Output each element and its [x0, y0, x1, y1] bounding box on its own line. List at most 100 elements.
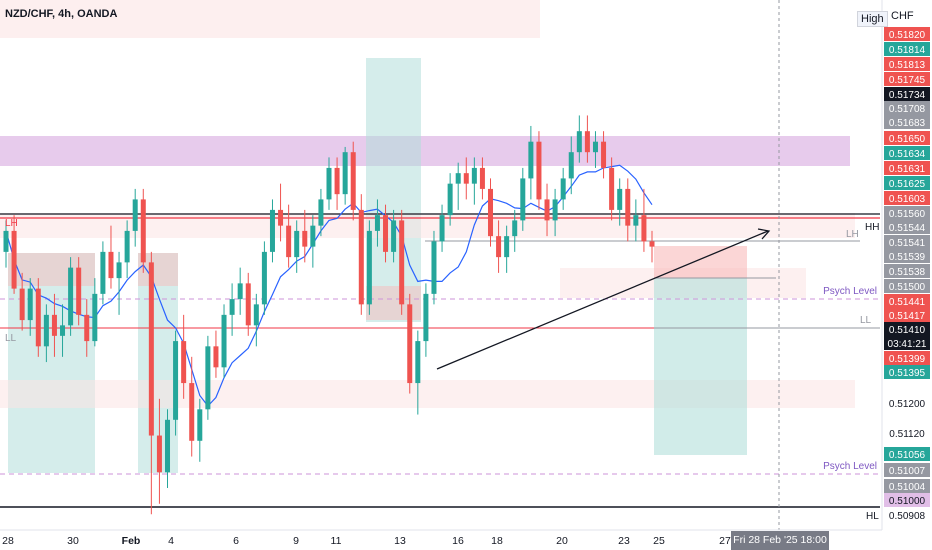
time-tick: 16	[452, 535, 464, 547]
candle-body	[181, 341, 187, 384]
candle	[520, 167, 526, 231]
candle-body	[463, 173, 469, 184]
candle-body	[173, 341, 179, 420]
candle-body	[261, 251, 267, 305]
price-badge-bg	[884, 279, 930, 293]
price-badge: 0.51056	[884, 447, 930, 461]
candle-body	[552, 199, 558, 221]
candle	[487, 178, 494, 247]
price-badge: 0.51004	[884, 479, 930, 493]
candle	[51, 293, 57, 357]
candle	[601, 131, 607, 179]
price-badge-text: 0.51056	[889, 450, 926, 461]
price-badge-text: 0.51708	[889, 104, 926, 115]
annotation-lh-right: LH	[846, 229, 859, 240]
currency-label: CHF	[891, 10, 914, 22]
candle	[423, 283, 429, 357]
candle	[310, 215, 316, 268]
candle-body	[60, 325, 66, 336]
candle	[205, 335, 211, 420]
candle	[116, 251, 122, 315]
time-tick: 13	[394, 535, 406, 547]
candle	[68, 257, 74, 336]
time-tick: 18	[491, 535, 503, 547]
price-badge: 0.51395	[884, 365, 930, 379]
candle	[334, 157, 340, 210]
price-badge-text: 0.51395	[889, 368, 926, 379]
time-axis[interactable]: 28 30 Feb 4 6 9 11 13 16 18 20 23 25 27	[0, 529, 882, 547]
candle-body	[132, 199, 138, 231]
annotation-lh-left: LH	[5, 218, 18, 229]
candle	[294, 220, 300, 273]
price-badge: 0.51631	[884, 161, 930, 175]
candle	[383, 204, 389, 263]
candle	[407, 293, 413, 394]
candle-body	[496, 236, 502, 258]
zone-11	[654, 278, 747, 455]
price-badge-bg	[884, 42, 930, 56]
candle-body	[415, 341, 421, 384]
candle-body	[584, 131, 590, 153]
candle	[124, 220, 130, 279]
candle	[189, 356, 195, 457]
price-badge-bg	[884, 463, 930, 477]
candle-body	[641, 215, 647, 242]
candle-body	[92, 293, 98, 342]
candle-body	[164, 419, 171, 473]
candle	[625, 178, 631, 242]
price-badge-text: 0.51541	[889, 238, 926, 249]
candle-body	[221, 314, 227, 368]
candle-body	[189, 383, 195, 441]
candle	[528, 125, 534, 200]
scale-mode-badge[interactable]: High	[857, 11, 888, 27]
candle	[237, 267, 243, 315]
price-badge: 0.51814	[884, 42, 930, 56]
zone-2	[366, 58, 421, 322]
candle-body	[124, 230, 130, 263]
candle	[544, 183, 550, 237]
crosshair-date-readout: Fri 28 Feb '25 18:00	[731, 531, 829, 550]
candle-body	[447, 183, 453, 216]
candle-body	[342, 152, 348, 195]
candle	[471, 157, 477, 205]
candle	[552, 188, 558, 237]
price-badge: 0.51441	[884, 294, 930, 308]
candle-body	[423, 293, 429, 342]
candle	[415, 330, 421, 415]
candle	[35, 278, 41, 357]
candle	[455, 162, 461, 210]
candle-body	[76, 267, 82, 315]
price-badge-bg	[884, 161, 930, 175]
candle-body	[431, 241, 437, 294]
time-tick: 30	[67, 535, 79, 547]
price-badge-text: 0.51441	[889, 297, 926, 308]
candle-body	[84, 314, 90, 342]
candle-body	[229, 299, 235, 315]
candle-body	[148, 262, 154, 436]
candle-body	[213, 346, 219, 368]
price-badge-text: 0.51734	[889, 90, 926, 101]
price-badge: 0.51538	[884, 264, 930, 278]
candle-body	[19, 288, 25, 321]
price-badge: 03:41:21	[884, 336, 930, 350]
candle-body	[269, 209, 275, 252]
candle	[140, 188, 146, 273]
candle-body	[318, 199, 324, 226]
time-tick: 27	[719, 535, 731, 547]
price-badge-bg	[884, 131, 930, 145]
candle	[213, 330, 219, 378]
candle	[92, 278, 98, 347]
candle	[649, 230, 655, 263]
price-badge-text: 0.51000	[889, 496, 926, 507]
candle	[221, 304, 227, 378]
price-badge-text: 0.51650	[889, 134, 926, 145]
price-badge: 0.51820	[884, 27, 930, 41]
zone-1	[0, 136, 850, 166]
time-tick: 25	[653, 535, 665, 547]
price-badge: 0.51539	[884, 249, 930, 263]
price-badge: 0.51399	[884, 351, 930, 365]
price-badge-text: 0.51813	[889, 60, 926, 71]
price-axis[interactable]: 0.51820 0.51814 0.51813 0.51745 0.51734 0.517…	[881, 0, 930, 530]
candle-body	[544, 199, 550, 221]
